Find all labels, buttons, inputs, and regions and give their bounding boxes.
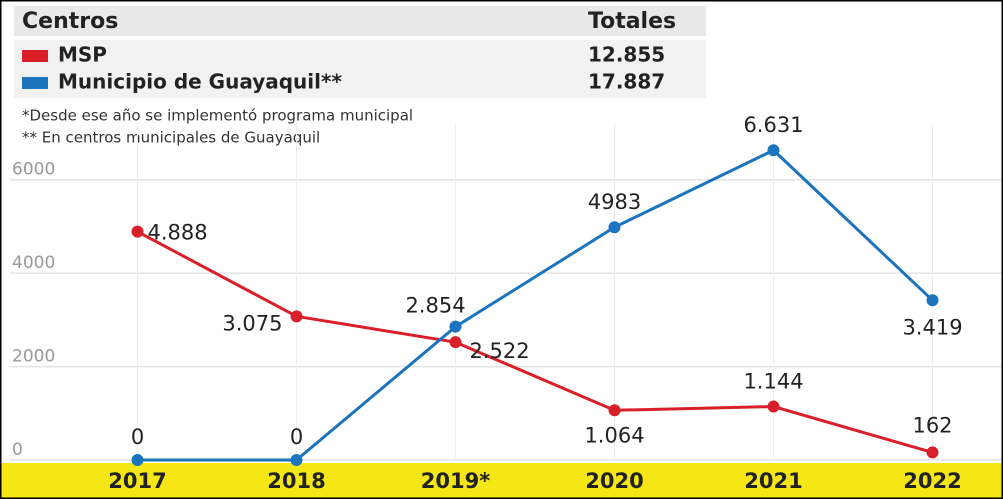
x-tick-label: 2022: [903, 469, 961, 493]
legend-total: 12.855: [588, 43, 665, 67]
y-tick-label: 4000: [12, 253, 55, 273]
legend-label: Municipio de Guayaquil**: [58, 70, 342, 94]
point: [449, 336, 462, 349]
data-label: 3.419: [902, 315, 962, 339]
data-label: 1.144: [743, 370, 803, 394]
totals-header: Totales: [588, 9, 676, 34]
point: [290, 454, 303, 466]
header: Centros: [22, 9, 118, 34]
y-tick-label: 0: [12, 440, 23, 460]
point: [131, 454, 144, 466]
data-label: 3.075: [222, 311, 282, 335]
data-label: 4983: [588, 190, 641, 214]
legend-total: 17.887: [588, 70, 665, 94]
legend-swatch: [22, 50, 48, 62]
x-tick-label: 2017: [108, 469, 166, 493]
data-label: 0: [131, 425, 144, 449]
note: ** En centros municipales de Guayaquil: [22, 129, 320, 147]
legend-band: [14, 40, 706, 98]
legend-label: MSP: [58, 43, 107, 67]
x-tick-label: 2020: [585, 469, 643, 493]
x-band: [0, 463, 1003, 499]
data-label: 4.888: [148, 221, 208, 245]
data-label: 1.064: [584, 423, 644, 447]
point: [767, 144, 780, 157]
y-tick-label: 2000: [12, 347, 55, 367]
point: [449, 320, 462, 333]
point: [926, 294, 939, 307]
series-line: [137, 148, 934, 462]
y-tick-label: 6000: [12, 160, 55, 180]
data-label: 6.631: [743, 113, 803, 137]
header-band: [14, 6, 706, 36]
point: [608, 221, 621, 234]
point: [131, 225, 144, 238]
data-label: 162: [912, 413, 952, 437]
point: [767, 400, 780, 413]
note: *Desde ese año se implementó programa mu…: [22, 107, 413, 125]
point: [926, 446, 939, 459]
legend-swatch: [22, 77, 48, 89]
data-label: 2.854: [405, 294, 465, 318]
x-tick-label: 2021: [744, 469, 802, 493]
x-tick-label: 2019*: [421, 469, 490, 493]
x-tick-label: 2018: [267, 469, 325, 493]
data-label: 2.522: [470, 339, 530, 363]
point: [290, 310, 303, 323]
point: [608, 404, 621, 417]
series-line: [136, 230, 933, 454]
data-label: 0: [290, 425, 303, 449]
